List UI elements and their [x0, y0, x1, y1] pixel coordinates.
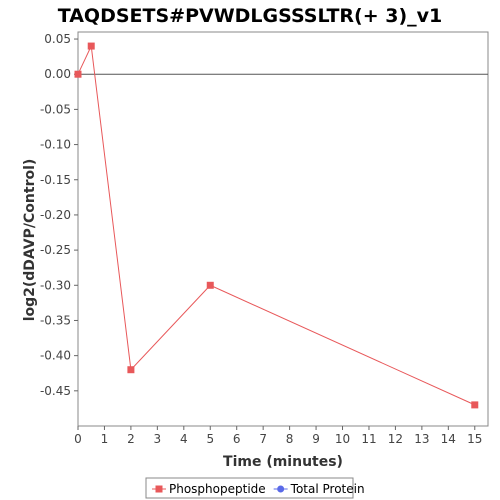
x-axis: 0 1 2 3 4 5 6 7 8 9 10 11 12 13 14 15: [74, 426, 482, 446]
y-tick-label: -0.35: [40, 313, 71, 327]
legend-label: Phosphopeptide: [169, 482, 266, 496]
x-tick-label: 12: [388, 432, 403, 446]
y-tick-label: -0.40: [40, 349, 71, 363]
y-tick-label: -0.30: [40, 278, 71, 292]
plot-area: [77, 31, 489, 427]
legend-item-total-protein: Total Protein: [273, 482, 365, 496]
y-tick-label: -0.20: [40, 208, 71, 222]
y-tick-label: 0.05: [44, 32, 71, 46]
legend: Phosphopeptide Total Protein: [145, 477, 365, 499]
x-tick-label: 11: [361, 432, 376, 446]
chart-title: TAQDSETS#PVWDLGSSSLTR(+ 3)_v1: [58, 5, 443, 27]
x-tick-label: 9: [312, 432, 320, 446]
data-point: [74, 70, 82, 78]
y-tick-label: -0.10: [40, 138, 71, 152]
x-tick-label: 13: [414, 432, 429, 446]
x-axis-label: Time (minutes): [223, 454, 343, 470]
x-tick-label: 0: [74, 432, 82, 446]
y-tick-label: -0.15: [40, 173, 71, 187]
legend-label: Total Protein: [290, 482, 365, 496]
data-point: [471, 401, 479, 409]
x-tick-label: 1: [101, 432, 109, 446]
y-tick-label: 0.00: [44, 67, 71, 81]
legend-item-phosphopeptide: Phosphopeptide: [152, 482, 266, 496]
y-axis: 0.05 0.00 -0.05 -0.10 -0.15 -0.20 -0.25 -0.30 -0…: [40, 32, 78, 398]
x-tick-label: 8: [286, 432, 294, 446]
data-point: [87, 42, 95, 50]
legend-circle-marker: [277, 485, 285, 493]
y-tick-label: -0.05: [40, 102, 71, 116]
data-point: [206, 281, 214, 289]
y-tick-label: -0.45: [40, 384, 71, 398]
x-tick-label: 2: [127, 432, 135, 446]
series-layer: [74, 42, 479, 409]
y-tick-label: -0.25: [40, 243, 71, 257]
x-tick-label: 4: [180, 432, 188, 446]
data-point: [127, 366, 135, 374]
x-tick-label: 6: [233, 432, 241, 446]
y-axis-label: log2(dDAVP/Control): [22, 159, 38, 322]
x-tick-label: 15: [467, 432, 482, 446]
x-tick-label: 14: [441, 432, 456, 446]
x-tick-label: 3: [154, 432, 162, 446]
legend-square-marker: [155, 485, 163, 493]
x-tick-label: 7: [259, 432, 267, 446]
x-tick-label: 5: [206, 432, 214, 446]
x-tick-label: 10: [335, 432, 350, 446]
legend-box: [145, 477, 354, 499]
